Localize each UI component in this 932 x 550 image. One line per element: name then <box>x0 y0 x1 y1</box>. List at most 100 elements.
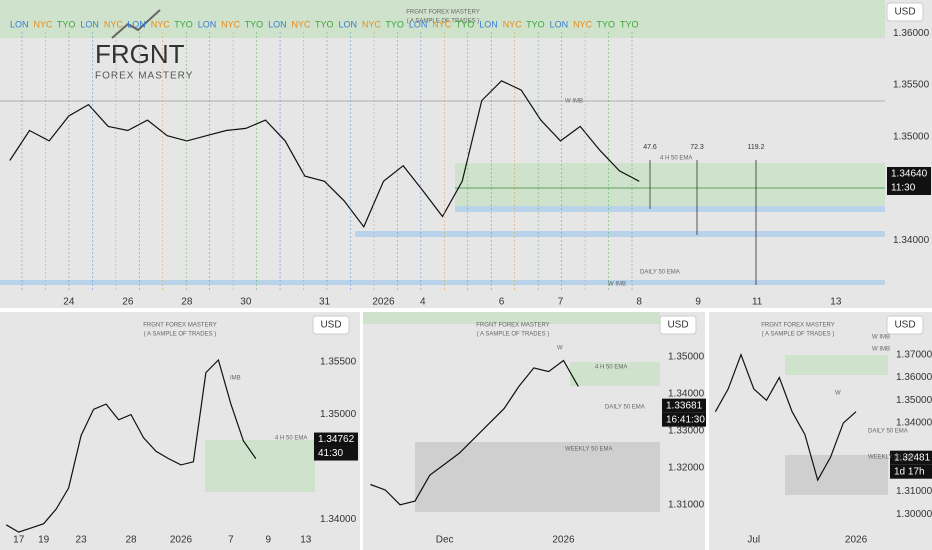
price-tag: 1.32481 <box>894 452 931 463</box>
x-tick-label: 7 <box>558 297 564 308</box>
x-tick-label: Jul <box>747 535 760 546</box>
chart-subtitle: ( A SAMPLE OF TRADES ) <box>407 19 480 25</box>
logo-arrow <box>111 9 161 39</box>
measurement: 72.3 <box>690 144 704 151</box>
weekly-zone <box>415 442 660 512</box>
currency: USD <box>320 320 341 331</box>
y-tick-label: 1.34000 <box>668 388 705 399</box>
x-tick-label: 28 <box>125 535 137 546</box>
chart-title: FRGNT FOREX MASTERY <box>761 323 834 329</box>
countdown-box <box>314 446 358 461</box>
x-tick-label: 24 <box>63 297 75 308</box>
x-tick-label: 2026 <box>372 297 395 308</box>
session-label: TYO <box>245 19 264 29</box>
currency: USD <box>894 7 915 18</box>
demand-zone <box>455 163 885 209</box>
panel-4 <box>709 312 932 550</box>
x-tick-label: 9 <box>695 297 701 308</box>
x-tick-label: Dec <box>436 535 454 546</box>
price-tag-box <box>887 167 931 181</box>
session-label: TYO <box>597 19 616 29</box>
weekly-zone <box>785 455 888 495</box>
session-label: TYO <box>620 19 639 29</box>
session-label: LON <box>80 19 99 29</box>
annotation: DAILY 50 EMA <box>868 429 908 435</box>
session-label: TYO <box>526 19 545 29</box>
y-tick-label: 1.34000 <box>320 514 357 525</box>
y-tick-label: 1.35000 <box>896 395 932 406</box>
annotation: W <box>835 391 841 397</box>
annotation: DAILY 50 EMA <box>640 270 680 276</box>
session-label: NYC <box>221 19 241 29</box>
currency-box <box>312 315 350 335</box>
x-tick-label: 19 <box>38 535 50 546</box>
zone <box>785 355 888 375</box>
y-tick-label: 1.35000 <box>668 351 705 362</box>
x-tick-label: 23 <box>76 535 88 546</box>
price-tag: 1.33681 <box>666 400 703 411</box>
session-label: LON <box>338 19 357 29</box>
countdown: 41:30 <box>318 448 343 459</box>
annotation: 4 H 50 EMA <box>275 436 307 442</box>
session-label: NYC <box>151 19 171 29</box>
chart-title: FRGNT FOREX MASTERY <box>406 10 479 16</box>
x-tick-label: 31 <box>319 297 331 308</box>
countdown: 1d 17h <box>894 466 925 477</box>
annotation: WEEKLY 50 EMA <box>565 447 612 453</box>
x-tick-label: 2026 <box>170 535 193 546</box>
session-label: LON <box>479 19 498 29</box>
x-tick-label: 7 <box>228 535 234 546</box>
logo-tagline: FOREX MASTERY <box>95 71 193 82</box>
demand-zone <box>570 362 660 386</box>
session-label: NYC <box>432 19 452 29</box>
y-tick-label: 1.31000 <box>896 486 932 497</box>
x-tick-label: 17 <box>13 535 25 546</box>
chart-subtitle: ( A SAMPLE OF TRADES ) <box>477 332 550 338</box>
session-label: TYO <box>456 19 475 29</box>
x-tick-label: 2026 <box>845 535 868 546</box>
annotation: IMB <box>230 376 241 382</box>
countdown: 16:41:30 <box>666 414 705 425</box>
x-tick-label: 2026 <box>552 535 575 546</box>
y-tick-label: 1.32000 <box>668 462 705 473</box>
price-tag-box <box>890 450 932 465</box>
price-tag-box <box>662 398 706 413</box>
price-tag-box <box>314 432 358 447</box>
session-band <box>0 0 885 38</box>
countdown-box <box>890 464 932 479</box>
price-line <box>370 359 579 506</box>
currency-box <box>886 315 924 335</box>
x-tick-label: 4 <box>420 297 426 308</box>
zone <box>363 312 660 324</box>
annotation: WEEKLY 50 EMA <box>868 455 915 461</box>
session-label: TYO <box>385 19 404 29</box>
x-tick-label: 8 <box>636 297 642 308</box>
session-label: TYO <box>57 19 76 29</box>
session-label: LON <box>409 19 428 29</box>
annotation: W IMB <box>565 99 583 105</box>
session-label: LON <box>198 19 217 29</box>
y-tick-label: 1.35500 <box>893 80 930 91</box>
session-label: LON <box>10 19 29 29</box>
measurement: 119.2 <box>748 144 765 151</box>
y-tick-label: 1.31000 <box>668 499 705 510</box>
y-tick-label: 1.36000 <box>896 372 932 383</box>
annotation: DAILY 50 EMA <box>605 405 645 411</box>
currency-box <box>886 2 924 22</box>
session-label: NYC <box>104 19 124 29</box>
x-tick-label: 28 <box>181 297 193 308</box>
session-label: NYC <box>503 19 523 29</box>
y-tick-label: 1.33000 <box>668 425 705 436</box>
x-tick-label: 13 <box>830 297 842 308</box>
imbalance-zone <box>355 231 885 237</box>
y-tick-label: 1.30000 <box>896 509 932 520</box>
countdown-box <box>887 181 931 195</box>
price-line <box>5 358 257 533</box>
y-tick-label: 1.34000 <box>893 235 930 246</box>
currency: USD <box>667 320 688 331</box>
session-label: NYC <box>292 19 312 29</box>
chart-title: FRGNT FOREX MASTERY <box>476 323 549 329</box>
annotation: W IMB <box>608 282 626 288</box>
logo-name: FRGNT <box>95 39 185 69</box>
